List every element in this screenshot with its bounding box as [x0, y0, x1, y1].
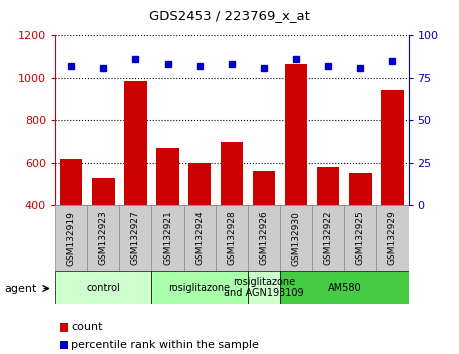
Text: GSM132928: GSM132928 — [227, 211, 236, 266]
Bar — [216, 205, 248, 271]
Text: GSM132930: GSM132930 — [291, 211, 301, 266]
Text: AM580: AM580 — [327, 282, 361, 293]
Bar — [119, 205, 151, 271]
Bar — [312, 205, 344, 271]
Bar — [55, 271, 151, 304]
Bar — [151, 205, 184, 271]
Text: GSM132925: GSM132925 — [356, 211, 365, 266]
Bar — [317, 167, 340, 290]
Bar — [280, 205, 312, 271]
Text: rosiglitazone: rosiglitazone — [168, 282, 231, 293]
Text: GSM132922: GSM132922 — [324, 211, 333, 266]
Text: GSM132926: GSM132926 — [259, 211, 269, 266]
Text: agent: agent — [5, 284, 37, 293]
Text: GDS2453 / 223769_x_at: GDS2453 / 223769_x_at — [149, 9, 310, 22]
Bar — [344, 205, 376, 271]
Bar — [87, 205, 119, 271]
Text: GSM132927: GSM132927 — [131, 211, 140, 266]
Text: GSM132921: GSM132921 — [163, 211, 172, 266]
Text: rosiglitazone
and AGN193109: rosiglitazone and AGN193109 — [224, 277, 304, 298]
Bar — [189, 163, 211, 290]
Bar — [381, 90, 404, 290]
Text: control: control — [86, 282, 120, 293]
Bar — [248, 205, 280, 271]
Bar — [349, 173, 372, 290]
Text: GSM132929: GSM132929 — [388, 211, 397, 266]
Bar — [151, 271, 248, 304]
Text: GSM132924: GSM132924 — [195, 211, 204, 266]
Bar — [92, 178, 115, 290]
Bar — [60, 159, 83, 290]
Bar — [248, 271, 280, 304]
Text: GSM132919: GSM132919 — [67, 211, 76, 266]
Text: count: count — [71, 322, 103, 332]
Text: percentile rank within the sample: percentile rank within the sample — [71, 340, 259, 350]
Bar — [157, 148, 179, 290]
Bar — [285, 64, 308, 290]
Bar — [184, 205, 216, 271]
Bar — [221, 142, 243, 290]
Bar — [55, 205, 87, 271]
Bar — [376, 205, 409, 271]
Bar — [280, 271, 409, 304]
Bar — [253, 171, 275, 290]
Bar — [124, 81, 147, 290]
Text: GSM132923: GSM132923 — [99, 211, 108, 266]
